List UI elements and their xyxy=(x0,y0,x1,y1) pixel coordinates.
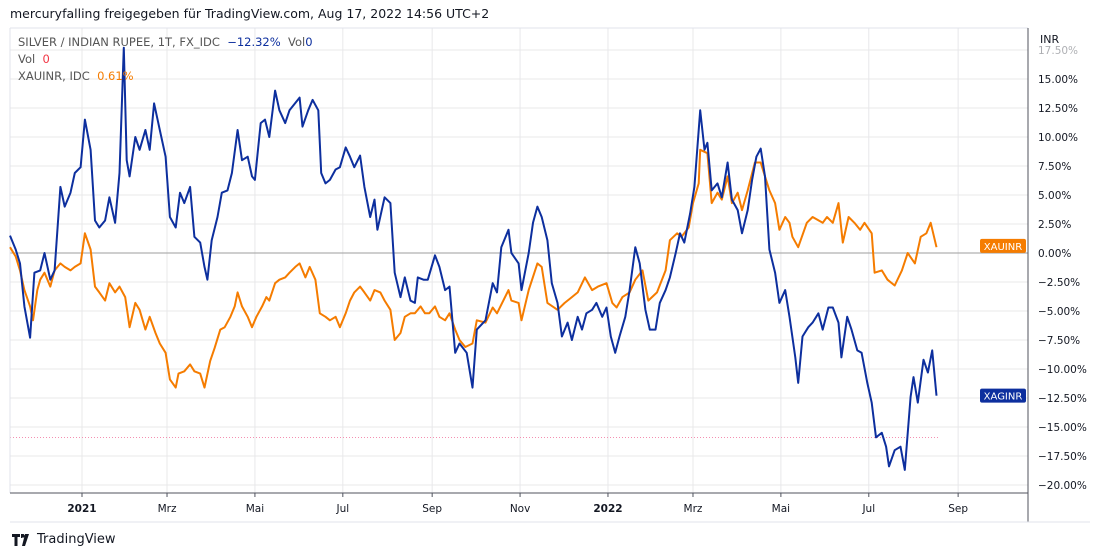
price-label-box xyxy=(980,238,1026,253)
grid xyxy=(10,28,1028,493)
x-tick-label: Mai xyxy=(246,503,264,515)
series-line-xaginr[interactable] xyxy=(9,46,938,471)
volume-legend[interactable]: Vol 0 xyxy=(18,52,50,66)
x-tick-label: Jul xyxy=(335,503,349,515)
compare-change: 0.61% xyxy=(97,69,134,83)
x-tick-label: 2021 xyxy=(67,503,96,515)
main-change: −12.32% xyxy=(227,35,281,49)
x-tick-label: Mrz xyxy=(684,503,703,515)
y-tick-label: 0.00% xyxy=(1038,248,1071,260)
series-line-xauinr[interactable] xyxy=(9,148,938,389)
compare-symbol[interactable]: XAUINR, IDC xyxy=(18,69,90,83)
x-tick-label: Sep xyxy=(948,503,968,515)
y-tick-label: −5.00% xyxy=(1038,306,1080,318)
y-tick-label: 12.50% xyxy=(1038,103,1078,115)
price-label-box xyxy=(980,388,1026,403)
vol-inline-label: Vol xyxy=(288,35,306,49)
main-series-legend[interactable]: SILVER / INDIAN RUPEE, 1T, FX_IDC −12.32… xyxy=(18,35,313,49)
x-tick-label: 2022 xyxy=(593,503,622,515)
price-label-text: XAUINR xyxy=(984,242,1022,253)
tradingview-logo-icon xyxy=(12,533,29,546)
x-tick-label: Mai xyxy=(772,503,790,515)
series-layer xyxy=(9,46,938,471)
brand-name: TradingView xyxy=(37,532,116,547)
time-axis[interactable]: 2021 Mrz Mai Jul Sep Nov 2022 Mrz Mai Jul Sep xyxy=(67,493,968,515)
y-tick-label: 7.50% xyxy=(1038,161,1071,173)
y-tick-label: −15.00% xyxy=(1038,422,1087,434)
y-tick-label: 2.50% xyxy=(1038,219,1071,231)
y-tick-label: 10.00% xyxy=(1038,132,1078,144)
x-tick-label: Nov xyxy=(510,503,531,515)
x-tick-label: Sep xyxy=(422,503,442,515)
vol-inline-value: 0 xyxy=(305,35,313,49)
price-label-text: XAGINR xyxy=(984,392,1023,403)
y-tick-label: −20.00% xyxy=(1038,480,1087,492)
vol-label: Vol xyxy=(18,52,36,66)
y-tick-label: −17.50% xyxy=(1038,451,1087,463)
y-tick-label: 5.00% xyxy=(1038,190,1071,202)
y-tick-label: −12.50% xyxy=(1038,393,1087,405)
y-tick-label: 17.50% xyxy=(1038,45,1078,57)
y-tick-label: −2.50% xyxy=(1038,277,1080,289)
x-tick-label: Jul xyxy=(861,503,875,515)
currency-label: INR xyxy=(1040,33,1059,46)
last-value-labels: XAGINR XAUINR xyxy=(980,238,1026,403)
vol-value: 0 xyxy=(42,52,50,66)
price-label-xauinr: XAUINR xyxy=(980,238,1026,253)
compare-legend[interactable]: XAUINR, IDC 0.61% xyxy=(18,69,134,83)
y-tick-label: −7.50% xyxy=(1038,335,1080,347)
price-axis[interactable]: 17.50% 15.00% 12.50% 10.00% 7.50% 5.00% 2.50% 0… xyxy=(1038,45,1087,492)
y-tick-label: 15.00% xyxy=(1038,74,1078,86)
price-label-xaginr: XAGINR xyxy=(980,388,1026,403)
y-tick-label: −10.00% xyxy=(1038,364,1087,376)
x-tick-label: Mrz xyxy=(158,503,177,515)
tradingview-logo[interactable]: TradingView xyxy=(12,532,116,547)
main-symbol[interactable]: SILVER / INDIAN RUPEE, 1T, FX_IDC xyxy=(18,35,220,49)
share-caption: mercuryfalling freigegeben für TradingVi… xyxy=(10,6,490,21)
